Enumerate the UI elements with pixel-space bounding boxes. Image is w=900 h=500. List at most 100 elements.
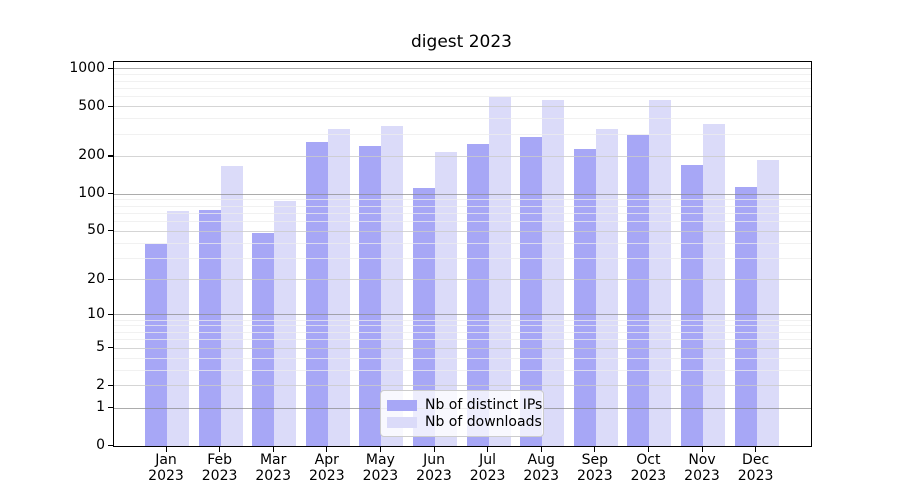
x-tick-year: 2023 [737,468,774,484]
y-tick-mark [108,444,113,446]
x-tick-mark [272,447,274,452]
x-tick-month: Oct [636,452,661,468]
legend-swatch-distinct-ips [387,400,417,411]
legend-label: Nb of distinct IPs [425,397,543,413]
minor-gridline [114,221,811,222]
x-tick-mark [487,447,489,452]
x-tick-label-nov: Nov 2023 [666,452,738,484]
x-tick-month: Nov [688,452,716,468]
bar-jun-distinct-ips [413,187,435,446]
minor-gridline [114,80,811,82]
grid-layer [114,62,811,446]
minor-gridline [114,118,811,120]
legend: Nb of distinct IPs Nb of downloads [380,390,544,437]
y-tick-label: 2 [96,376,105,393]
x-tick-mark [540,447,542,452]
x-tick-mark [326,447,328,452]
gridline [114,106,811,108]
y-tick-label: 20 [87,270,105,287]
x-tick-label-dec: Dec 2023 [720,452,792,484]
gridline [114,279,811,281]
bar-jan-distinct-ips [145,244,167,446]
minor-gridline [114,212,811,214]
y-tick-mark [108,230,113,232]
minor-gridline [114,96,811,98]
gridline [114,385,811,387]
major-gridline [114,193,811,195]
y-tick-label: 0 [96,436,105,453]
y-tick-mark [108,407,113,409]
minor-gridline [114,199,811,201]
bar-dec-distinct-ips [734,186,757,446]
x-tick-year: 2023 [362,468,399,484]
x-tick-label-jul: Jul 2023 [452,452,524,484]
x-tick-year: 2023 [469,468,506,484]
minor-gridline [114,205,811,207]
minor-gridline [114,357,811,359]
y-tick-mark [108,347,113,349]
bar-sep-distinct-ips [573,148,596,446]
x-tick-year: 2023 [630,468,667,484]
bar-feb-downloads [220,166,243,446]
major-gridline [114,68,811,70]
x-tick-year: 2023 [201,468,238,484]
bar-nov-downloads [703,124,725,446]
x-tick-year: 2023 [523,468,559,484]
y-tick-label: 50 [87,222,105,239]
gridline [114,347,811,349]
x-tick-year: 2023 [255,468,291,484]
x-tick-month: Sep [581,452,608,468]
bar-nov-distinct-ips [681,165,703,446]
plot-area [113,61,812,447]
legend-item: Nb of distinct IPs [387,397,543,413]
bar-oct-distinct-ips [627,134,650,446]
y-tick-label: 5 [96,339,105,355]
minor-gridline [114,242,811,244]
x-tick-label-mar: Mar 2023 [237,452,309,484]
x-tick-label-sep: Sep 2023 [559,452,631,484]
x-tick-label-oct: Oct 2023 [612,452,684,484]
x-tick-label-apr: Apr 2023 [291,452,363,484]
x-tick-mark [701,447,703,452]
x-tick-month: Apr [314,452,339,468]
y-tick-label: 1000 [69,59,105,76]
bar-oct-downloads [649,100,672,446]
x-tick-label-jun: Jun 2023 [398,452,470,484]
y-tick-mark [108,384,113,386]
minor-gridline [114,87,811,89]
x-tick-month: Jul [479,452,497,468]
x-tick-month: Jan [155,452,177,468]
y-tick-mark [108,313,113,316]
x-tick-year: 2023 [684,468,720,484]
y-tick-mark [108,155,113,157]
x-tick-mark [594,447,596,452]
legend-label: Nb of downloads [425,414,542,430]
minor-gridline [114,133,811,135]
bar-apr-downloads [327,128,350,446]
x-tick-month: Aug [527,452,555,468]
x-tick-mark [379,447,382,452]
minor-gridline [114,257,811,259]
bar-aug-distinct-ips [520,136,543,446]
x-tick-label-may: May 2023 [344,452,416,484]
x-tick-year: 2023 [308,468,345,484]
bar-jun-downloads [435,152,457,446]
minor-gridline [114,325,811,327]
x-tick-label-feb: Feb 2023 [184,452,256,484]
x-tick-year: 2023 [148,468,184,484]
x-tick-month: Jun [423,452,445,468]
x-tick-mark [647,447,650,452]
y-tick-mark [108,193,113,195]
x-tick-month: Dec [742,452,770,468]
x-tick-month: Feb [207,452,232,468]
x-tick-mark [219,447,221,452]
y-tick-label: 500 [78,97,105,114]
minor-gridline [114,331,811,333]
gridline [114,155,811,157]
chart-title: digest 2023 [411,32,512,52]
bar-aug-downloads [542,99,565,446]
x-tick-mark [165,447,167,452]
y-tick-label: 10 [87,305,105,322]
bar-jul-downloads [488,97,511,446]
